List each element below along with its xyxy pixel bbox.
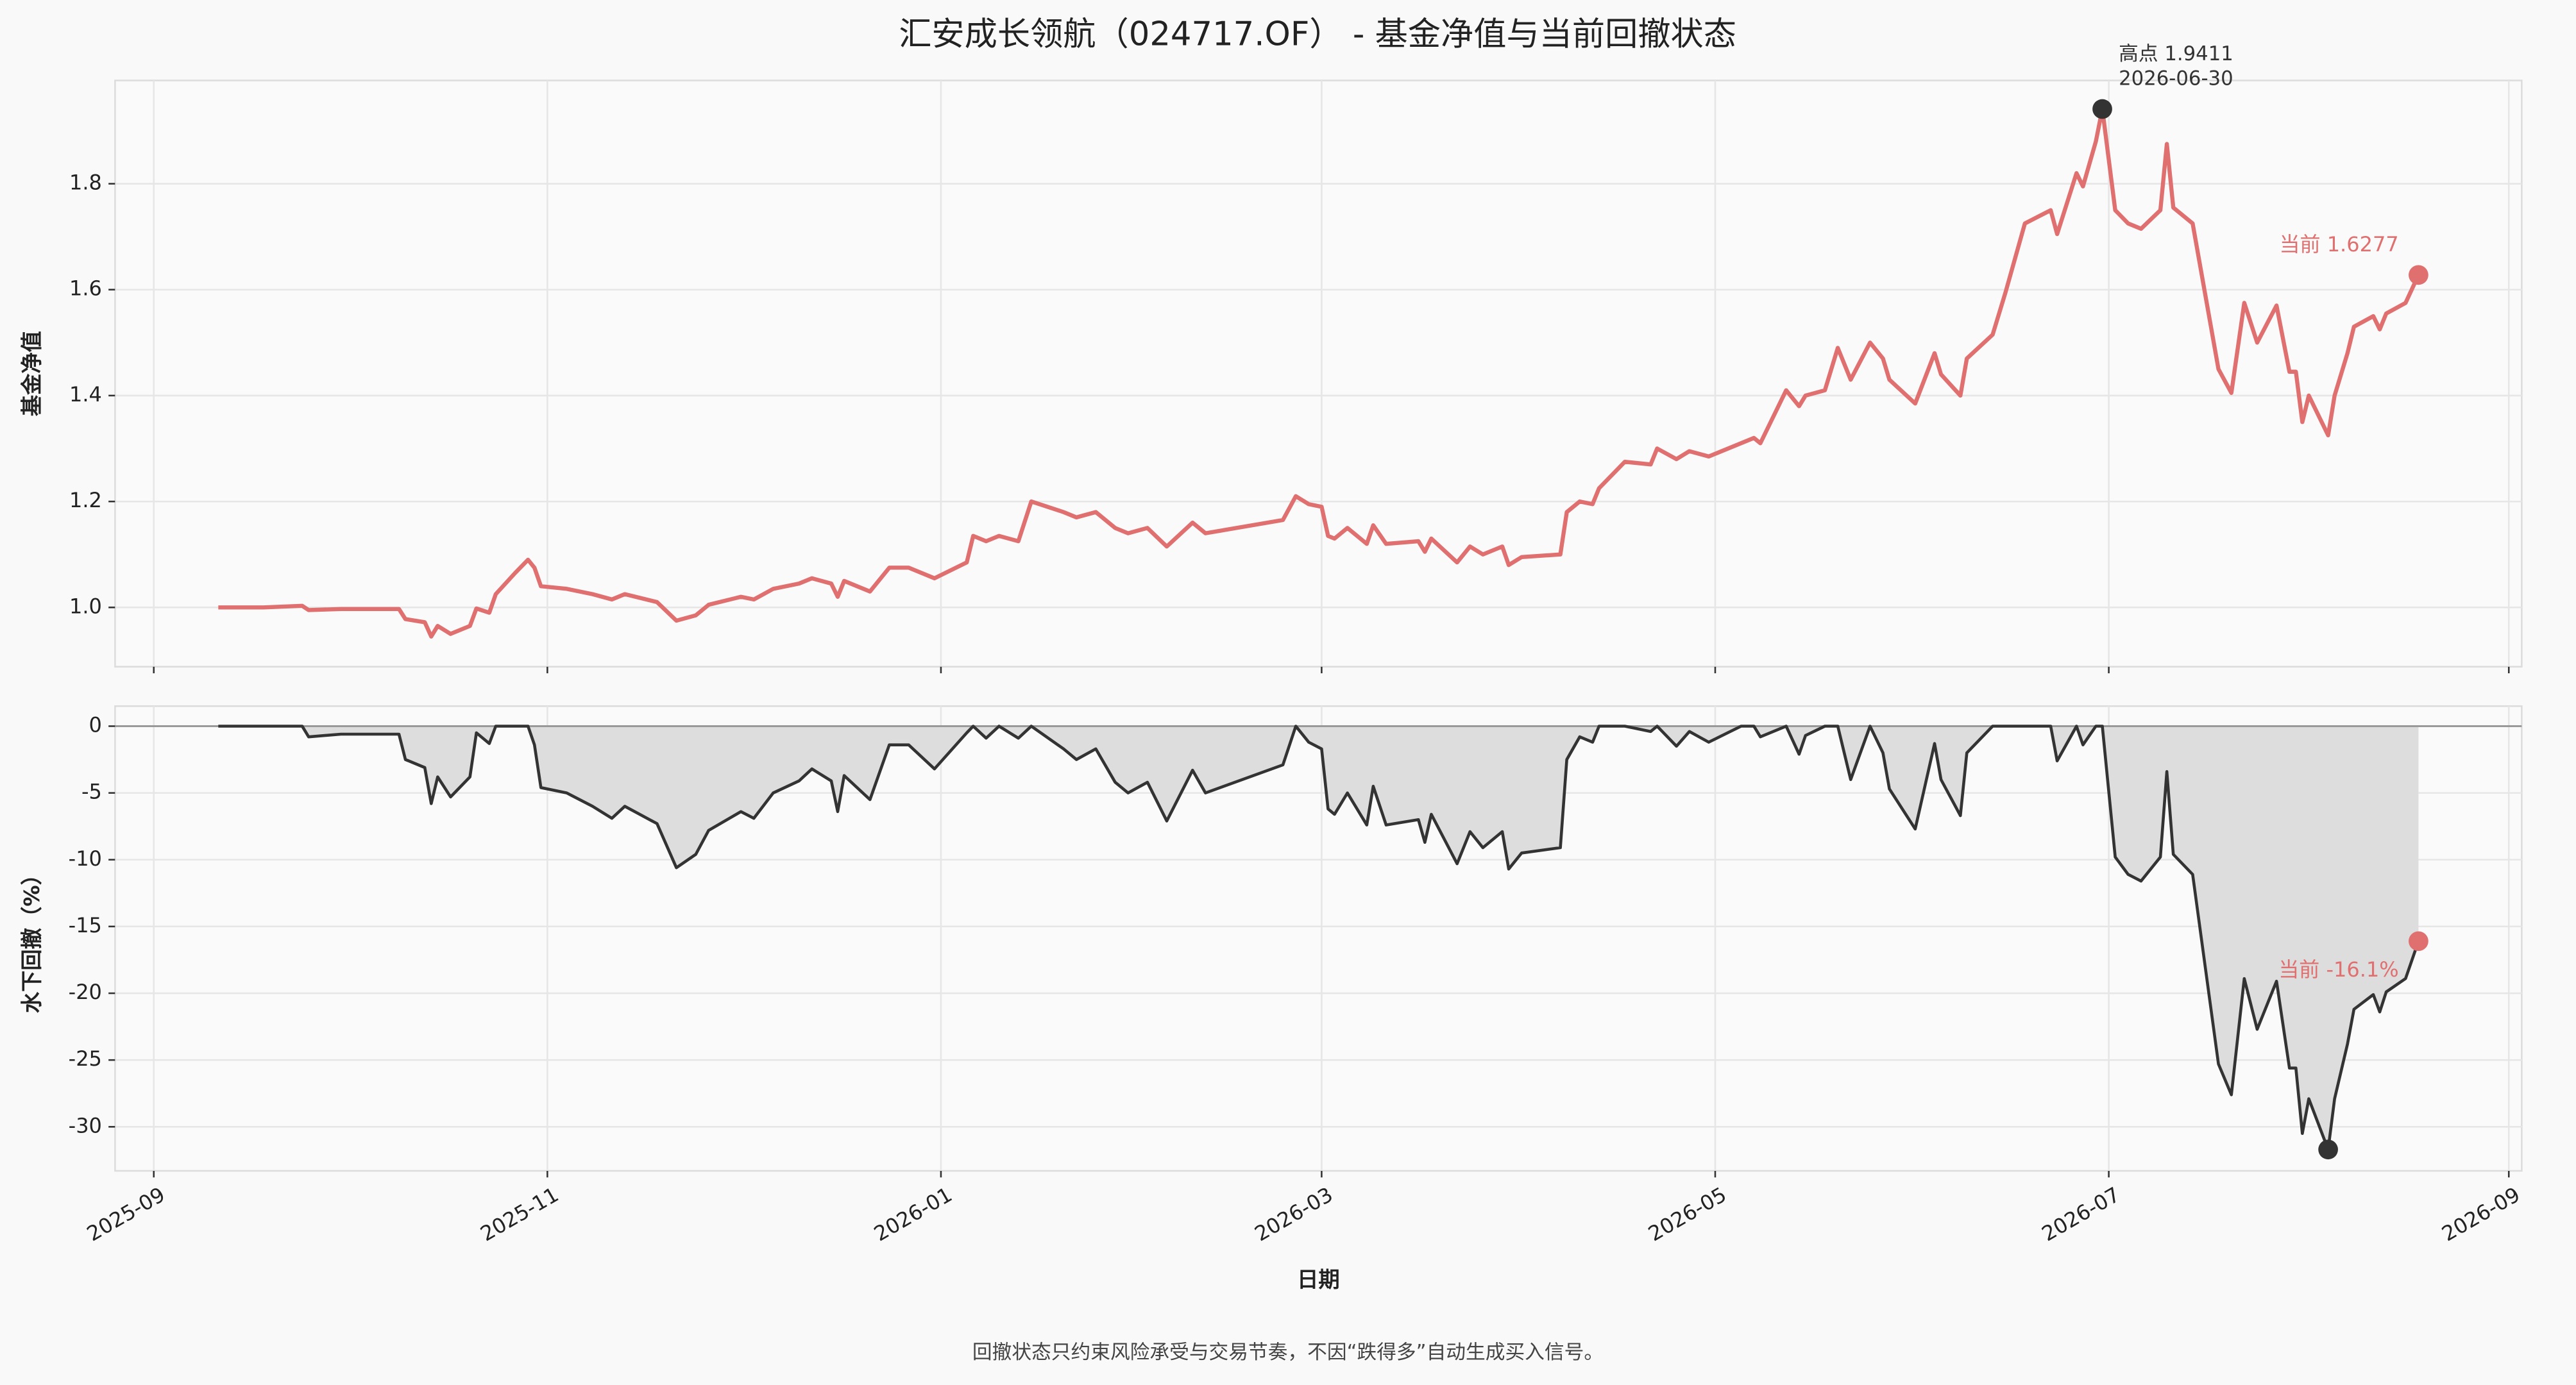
- peak-marker: [2092, 99, 2112, 119]
- y-tick-label: 1.8: [69, 171, 102, 195]
- current-marker: [2409, 931, 2428, 952]
- y-axis-label: 基金净值: [19, 331, 44, 416]
- y-tick-label: 1.4: [69, 382, 102, 407]
- y-tick-label: -5: [81, 780, 102, 804]
- y-tick-label: -30: [69, 1113, 102, 1137]
- chart-title: 汇安成长领航（024717.OF） - 基金净值与当前回撤状态: [899, 15, 1736, 53]
- y-tick-label: 1.2: [69, 488, 102, 512]
- y-tick-label: -25: [69, 1046, 102, 1071]
- x-axis-label: 日期: [1297, 1267, 1340, 1292]
- y-tick-label: -10: [69, 846, 102, 871]
- current-annotation: 当前 -16.1%: [2278, 957, 2398, 982]
- current-marker: [2409, 265, 2428, 285]
- y-axis-label: 水下回撤（%）: [19, 864, 44, 1013]
- series-line: [218, 106, 2421, 639]
- y-tick-label: 0: [89, 712, 102, 737]
- series-line: [218, 725, 2420, 1152]
- trough-marker: [2318, 1139, 2338, 1160]
- y-tick-label: -20: [69, 980, 102, 1004]
- current-annotation: 当前 1.6277: [2280, 232, 2399, 256]
- peak-annotation: 2026-06-30: [2119, 67, 2233, 90]
- peak-annotation: 高点 1.9411: [2119, 42, 2233, 65]
- area-fill: [218, 726, 2419, 1150]
- y-tick-label: 1.0: [69, 594, 102, 618]
- plot-area: [114, 80, 2523, 668]
- footnote: 回撤状态只约束风险承受与交易节奏，不因“跌得多”自动生成买入信号。: [972, 1341, 1604, 1364]
- y-tick-label: 1.6: [69, 276, 102, 301]
- y-tick-label: -15: [69, 913, 102, 937]
